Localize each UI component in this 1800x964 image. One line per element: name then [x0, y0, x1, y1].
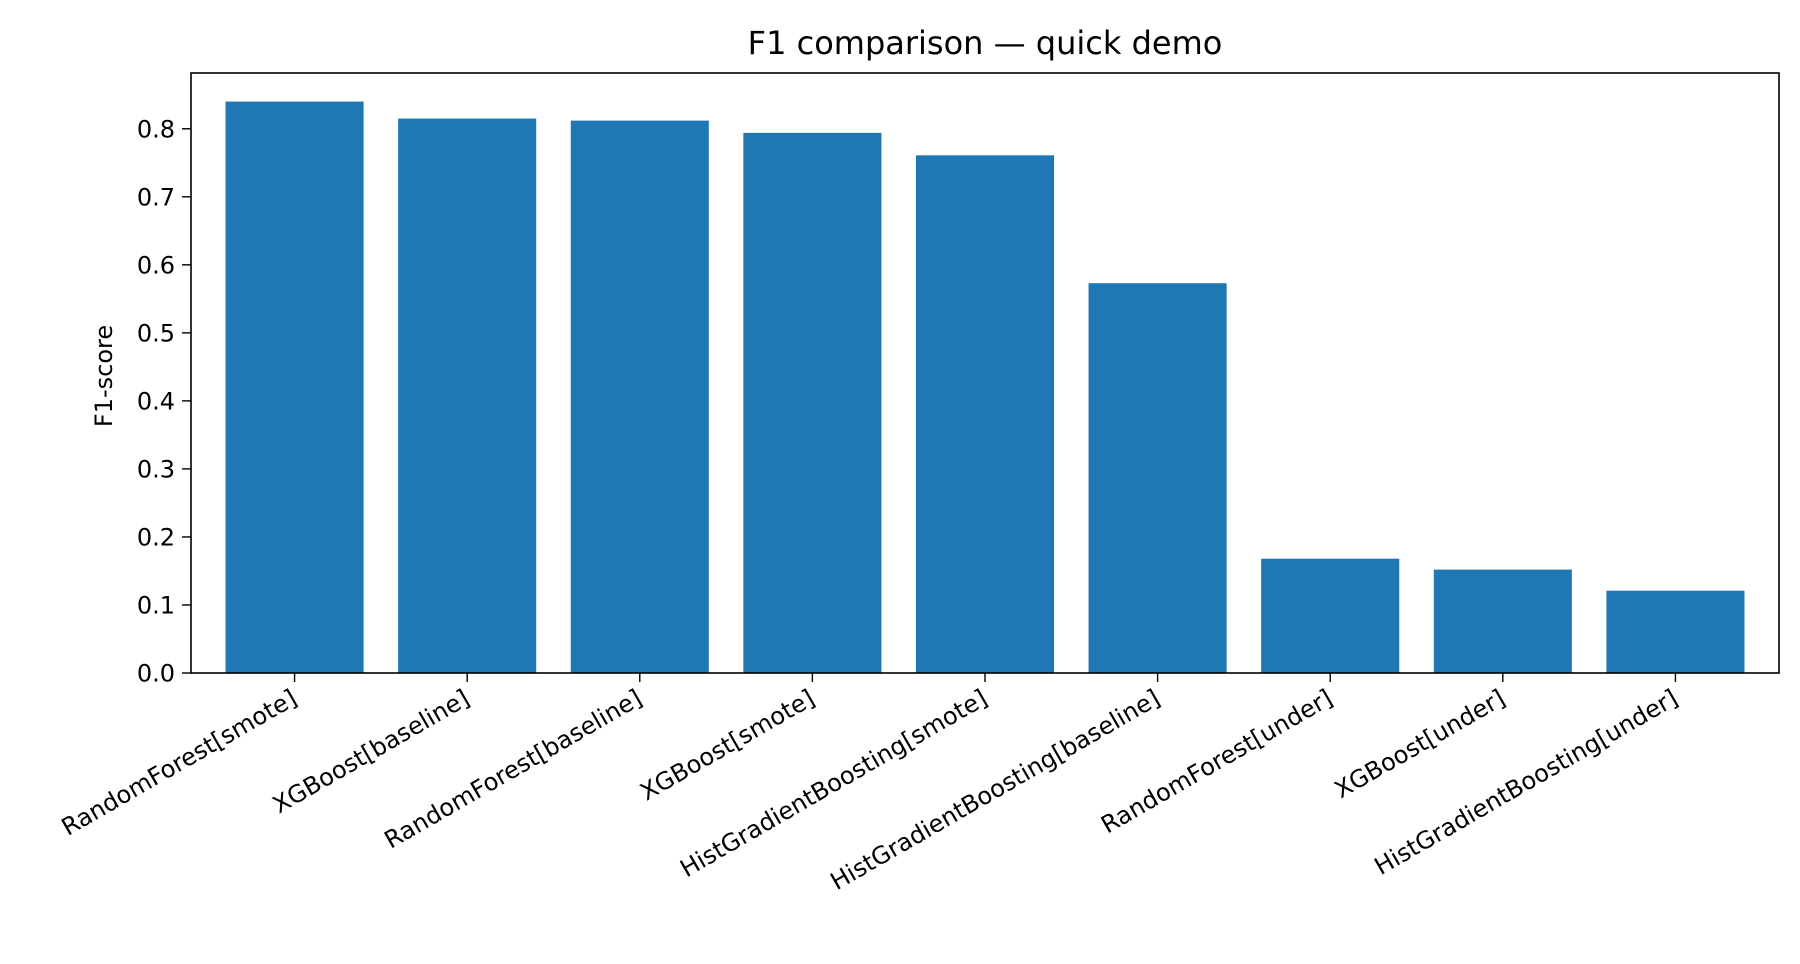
bar-6: [1261, 558, 1400, 673]
bar-2: [570, 120, 709, 674]
x-tick-label-4: HistGradientBoosting[smote]: [675, 684, 992, 883]
y-tick-label-6: 0.6: [137, 251, 175, 279]
x-tick-label-3: XGBoost[smote]: [635, 684, 819, 806]
y-tick-label-5: 0.5: [137, 319, 175, 347]
y-tick-label-1: 0.1: [137, 591, 175, 619]
chart-title: F1 comparison — quick demo: [748, 24, 1223, 62]
bar-8: [1606, 590, 1745, 673]
plot-area: RandomForest[smote]XGBoost[baseline]Rand…: [57, 72, 1780, 896]
x-tick-label-8: HistGradientBoosting[under]: [1370, 684, 1683, 881]
plot-frame: [190, 72, 1780, 674]
bar-5: [1088, 283, 1227, 673]
y-tick-label-0: 0.0: [137, 660, 175, 688]
y-tick-label-3: 0.3: [137, 455, 175, 483]
y-tick-label-2: 0.2: [137, 523, 175, 551]
y-axis-label: F1-score: [90, 325, 118, 427]
y-tick-label-4: 0.4: [137, 387, 175, 415]
y-tick-label-7: 0.7: [137, 183, 175, 211]
bar-0: [225, 101, 364, 673]
bar-1: [398, 118, 537, 673]
bar-3: [743, 132, 882, 674]
bar-4: [915, 155, 1055, 673]
bar-7: [1433, 569, 1572, 673]
y-tick-label-8: 0.8: [137, 115, 175, 143]
x-tick-label-7: XGBoost[under]: [1330, 684, 1510, 804]
x-tick-label-0: RandomForest[smote]: [57, 684, 302, 841]
x-tick-label-5: HistGradientBoosting[baseline]: [826, 684, 1165, 896]
